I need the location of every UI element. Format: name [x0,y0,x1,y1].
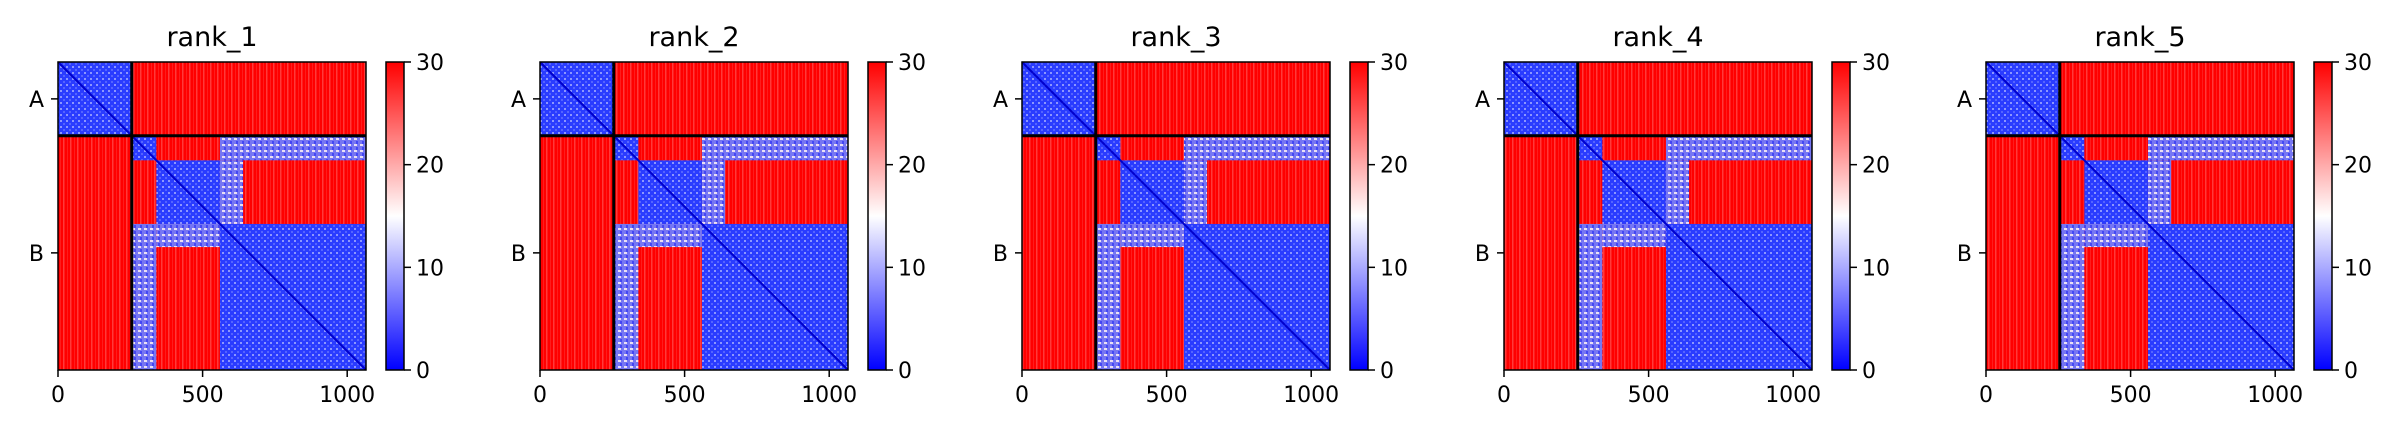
chain-label: A [29,88,44,113]
colorbar-tick-label: 10 [416,256,444,281]
interaction-region [156,223,220,248]
colorbar-tick-label: 20 [2344,154,2372,179]
colorbar-tick-label: 20 [898,154,926,179]
pae-panel: rank_1 A B 0 500 1000 0 10 20 30 [29,22,444,408]
interaction-region [1665,135,1812,161]
x-tick-label: 1000 [319,383,375,408]
colorbar-tick-label: 20 [416,154,444,179]
panel-title: rank_5 [2094,22,2185,53]
colorbar-frame [385,61,405,371]
panel-title: rank_4 [1612,22,1703,53]
colorbar-tick-label: 10 [898,256,926,281]
x-tick-label: 0 [51,383,65,408]
chain-label: B [29,242,44,267]
colorbar-tick-label: 30 [1380,51,1408,76]
interaction-region [1183,160,1208,224]
colorbar-frame [1349,61,1369,371]
interaction-region [701,160,726,224]
pae-panel: rank_3 A B 0 500 1000 0 10 20 30 [993,22,1408,408]
interaction-region [1665,160,1690,224]
diagonal-line [1021,61,1331,371]
interaction-region [1602,223,1666,248]
colorbar-tick-label: 30 [1862,51,1890,76]
x-tick-label: 0 [1015,383,1029,408]
panel-title: rank_3 [1130,22,1221,53]
interaction-region [1577,223,1603,370]
colorbar-tick-label: 30 [2344,51,2372,76]
chain-label: B [1957,242,1972,267]
interaction-region [219,160,244,224]
colorbar-tick-label: 20 [1380,154,1408,179]
interaction-region [1095,223,1121,370]
x-tick-label: 0 [1497,383,1511,408]
x-tick-label: 500 [1628,383,1670,408]
diagonal-line [57,61,367,371]
colorbar-tick-label: 10 [1380,256,1408,281]
colorbar-tick-label: 10 [1862,256,1890,281]
colorbar-tick-label: 20 [1862,154,1890,179]
chain-label: A [1957,88,1972,113]
colorbar-frame [2313,61,2333,371]
interaction-region [131,223,157,370]
plot-frame [57,61,367,371]
plot-frame [1503,61,1813,371]
colorbar-tick-label: 10 [2344,256,2372,281]
colorbar-tick-label: 0 [1862,359,1876,384]
colorbar [2314,62,2332,370]
diagonal-line [1985,61,2295,371]
plot-frame [539,61,849,371]
colorbar [1832,62,1850,370]
panel-title: rank_2 [648,22,739,53]
interaction-region [1183,135,1330,161]
x-tick-label: 1000 [1283,383,1339,408]
panel-title: rank_1 [166,22,257,53]
x-tick-label: 1000 [801,383,857,408]
colorbar-tick-label: 0 [898,359,912,384]
interaction-region [219,135,366,161]
chain-label: B [993,242,1008,267]
interaction-region [638,223,702,248]
colorbar-tick-label: 0 [1380,359,1394,384]
chain-label: A [1475,88,1490,113]
interaction-region [613,223,639,370]
chain-label: B [511,242,526,267]
x-tick-label: 1000 [2247,383,2303,408]
plot-frame [1985,61,2295,371]
interaction-region [2084,223,2148,248]
diagonal-line [539,61,849,371]
x-tick-label: 500 [664,383,706,408]
x-tick-label: 1000 [1765,383,1821,408]
colorbar-tick-label: 0 [2344,359,2358,384]
x-tick-label: 500 [2110,383,2152,408]
x-tick-label: 500 [1146,383,1188,408]
interaction-region [701,135,848,161]
interaction-region [2059,223,2085,370]
pae-panel: rank_5 A B 0 500 1000 0 10 20 30 [1957,22,2372,408]
chain-label: B [1475,242,1490,267]
interaction-region [1120,223,1184,248]
x-tick-label: 0 [533,383,547,408]
colorbar [1350,62,1368,370]
pae-panel: rank_2 A B 0 500 1000 0 10 20 30 [511,22,926,408]
colorbar-tick-label: 30 [898,51,926,76]
colorbar [868,62,886,370]
x-tick-label: 0 [1979,383,1993,408]
colorbar [386,62,404,370]
colorbar-tick-label: 30 [416,51,444,76]
interaction-region [2147,135,2294,161]
interaction-region [2147,160,2172,224]
colorbar-frame [1831,61,1851,371]
chain-label: A [993,88,1008,113]
chain-label: A [511,88,526,113]
pae-panel: rank_4 A B 0 500 1000 0 10 20 30 [1475,22,1890,408]
x-tick-label: 500 [182,383,224,408]
diagonal-line [1503,61,1813,371]
colorbar-tick-label: 0 [416,359,430,384]
colorbar-frame [867,61,887,371]
plot-frame [1021,61,1331,371]
